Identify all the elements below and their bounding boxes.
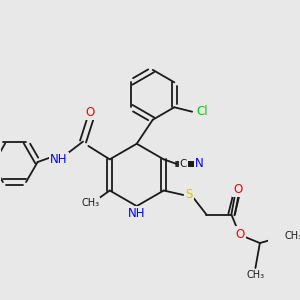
Text: CH₃: CH₃ xyxy=(81,198,99,208)
Text: O: O xyxy=(236,228,245,241)
Text: CH₃: CH₃ xyxy=(246,270,265,280)
Text: O: O xyxy=(233,183,242,196)
Text: NH: NH xyxy=(128,207,146,220)
Text: C: C xyxy=(180,159,187,169)
Text: N: N xyxy=(195,157,204,170)
Text: Cl: Cl xyxy=(196,105,208,118)
Text: NH: NH xyxy=(50,153,68,166)
Text: O: O xyxy=(85,106,95,119)
Text: CH₃: CH₃ xyxy=(285,231,300,241)
Text: S: S xyxy=(185,188,192,202)
